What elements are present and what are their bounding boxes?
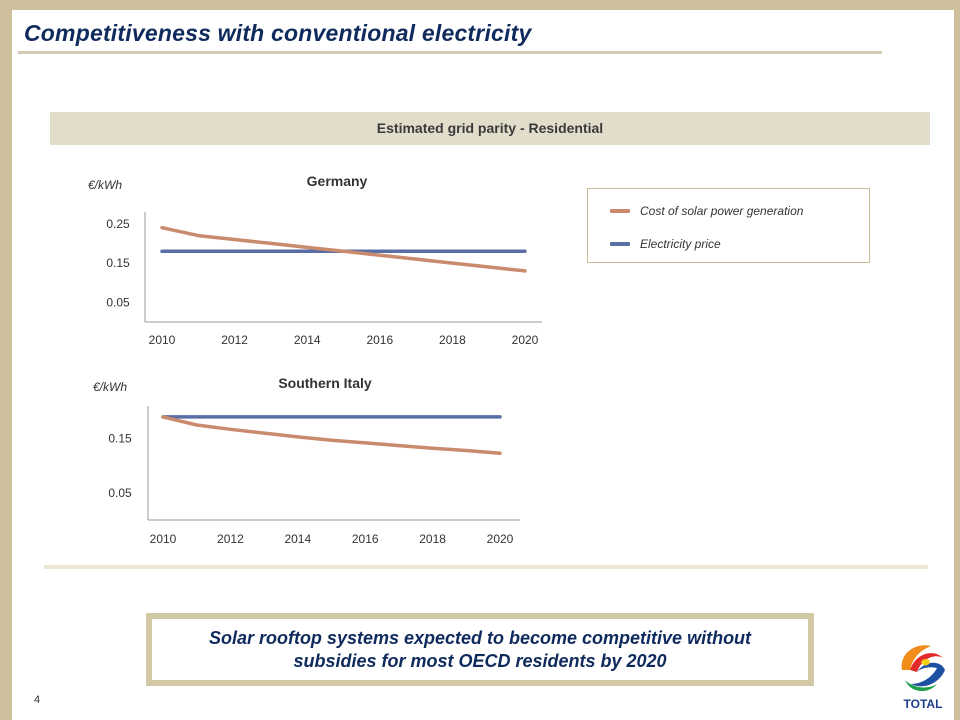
germany-x-tick-label: 2012 <box>221 333 248 347</box>
legend-swatch-solar <box>610 209 630 213</box>
total-logo-wordmark: TOTAL <box>904 697 943 711</box>
legend-swatch-electricity <box>610 242 630 246</box>
germany-chart-title: Germany <box>307 173 368 189</box>
germany-x-tick-label: 2018 <box>439 333 466 347</box>
frame-top <box>0 0 960 10</box>
germany-solar-cost-line <box>160 225 527 273</box>
total-logo-mark <box>900 644 945 692</box>
italy-x-tick-label: 2012 <box>217 532 244 546</box>
page-number: 4 <box>34 694 41 706</box>
section-header: Estimated grid parity - Residential <box>50 112 930 145</box>
conclusion-text: Solar rooftop systems expected to become… <box>208 627 752 671</box>
section-divider <box>44 565 928 569</box>
germany-y-tick-label: 0.25 <box>106 217 130 231</box>
italy-y-tick-label: 0.15 <box>108 432 132 446</box>
germany-x-tick-label: 2014 <box>294 333 321 347</box>
italy-y-axis-unit: €/kWh <box>93 380 127 394</box>
italy-y-tick-label: 0.05 <box>108 486 132 500</box>
legend-label-electricity: Electricity price <box>640 237 721 251</box>
germany-y-tick-label: 0.05 <box>106 295 130 309</box>
chart-legend: Cost of solar power generation Electrici… <box>587 188 870 263</box>
total-logo: TOTAL <box>900 644 945 711</box>
italy-x-tick-label: 2010 <box>150 532 177 546</box>
frame-left <box>0 0 12 720</box>
legend-item-solar: Cost of solar power generation <box>610 203 803 219</box>
italy-x-tick-label: 2020 <box>487 532 514 546</box>
germany-x-tick-label: 2020 <box>512 333 539 347</box>
italy-x-tick-label: 2018 <box>419 532 446 546</box>
italy-solar-cost-line <box>161 415 502 455</box>
germany-y-axis-unit: €/kWh <box>88 178 122 192</box>
legend-item-electricity: Electricity price <box>610 236 721 252</box>
italy-x-tick-label: 2016 <box>352 532 379 546</box>
italy-x-tick-label: 2014 <box>284 532 311 546</box>
frame-right <box>954 0 960 720</box>
title-underline <box>18 51 882 54</box>
italy-chart-title: Southern Italy <box>278 375 372 391</box>
germany-x-tick-label: 2010 <box>149 333 176 347</box>
legend-label-solar: Cost of solar power generation <box>640 204 804 218</box>
conclusion-callout: Solar rooftop systems expected to become… <box>146 613 814 686</box>
germany-y-tick-label: 0.15 <box>106 256 130 270</box>
germany-x-tick-label: 2016 <box>366 333 393 347</box>
slide-title: Competitiveness with conventional electr… <box>24 20 532 46</box>
